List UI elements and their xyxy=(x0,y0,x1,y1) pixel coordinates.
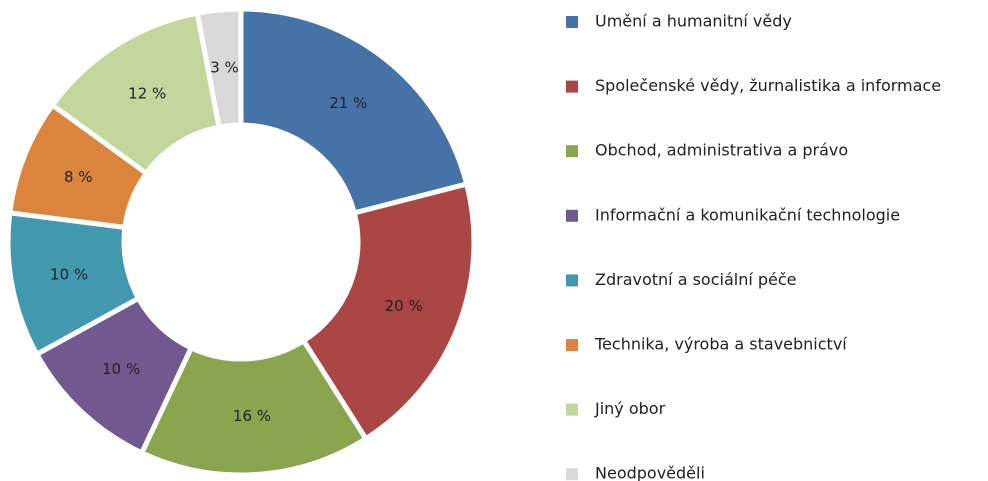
legend-label: Jiný obor xyxy=(594,399,666,418)
data-label: 8 % xyxy=(64,168,93,186)
data-label: 20 % xyxy=(385,297,423,315)
legend-label: Obchod, administrativa a právo xyxy=(595,141,848,160)
legend-swatch xyxy=(566,403,578,416)
legend-label: Umění a humanitní vědy xyxy=(595,12,792,31)
donut-segment xyxy=(300,181,477,443)
legend-label: Informační a komunikační technologie xyxy=(595,205,900,224)
legend-swatch xyxy=(566,145,578,158)
legend-swatch xyxy=(566,274,578,287)
donut-segment xyxy=(238,6,470,216)
legend-label: Společenské vědy, žurnalistika a informa… xyxy=(595,76,941,95)
legend-swatch xyxy=(566,16,578,28)
legend-label: Technika, výroba a stavebnictví xyxy=(594,335,847,354)
data-label: 10 % xyxy=(50,265,88,283)
legend-swatch xyxy=(566,209,578,222)
legend-label: Zdravotní a sociální péče xyxy=(595,270,797,289)
data-label: 3 % xyxy=(210,58,239,76)
legend-label: Neodpověděli xyxy=(595,464,705,481)
data-label: 16 % xyxy=(233,407,271,425)
data-label: 10 % xyxy=(102,360,140,378)
legend-swatch xyxy=(566,80,578,93)
data-label: 12 % xyxy=(128,85,166,103)
data-label: 21 % xyxy=(329,94,367,112)
legend-swatch xyxy=(566,339,578,351)
legend-swatch xyxy=(566,468,578,481)
donut-segment xyxy=(194,6,244,130)
donut-segment xyxy=(138,337,370,478)
